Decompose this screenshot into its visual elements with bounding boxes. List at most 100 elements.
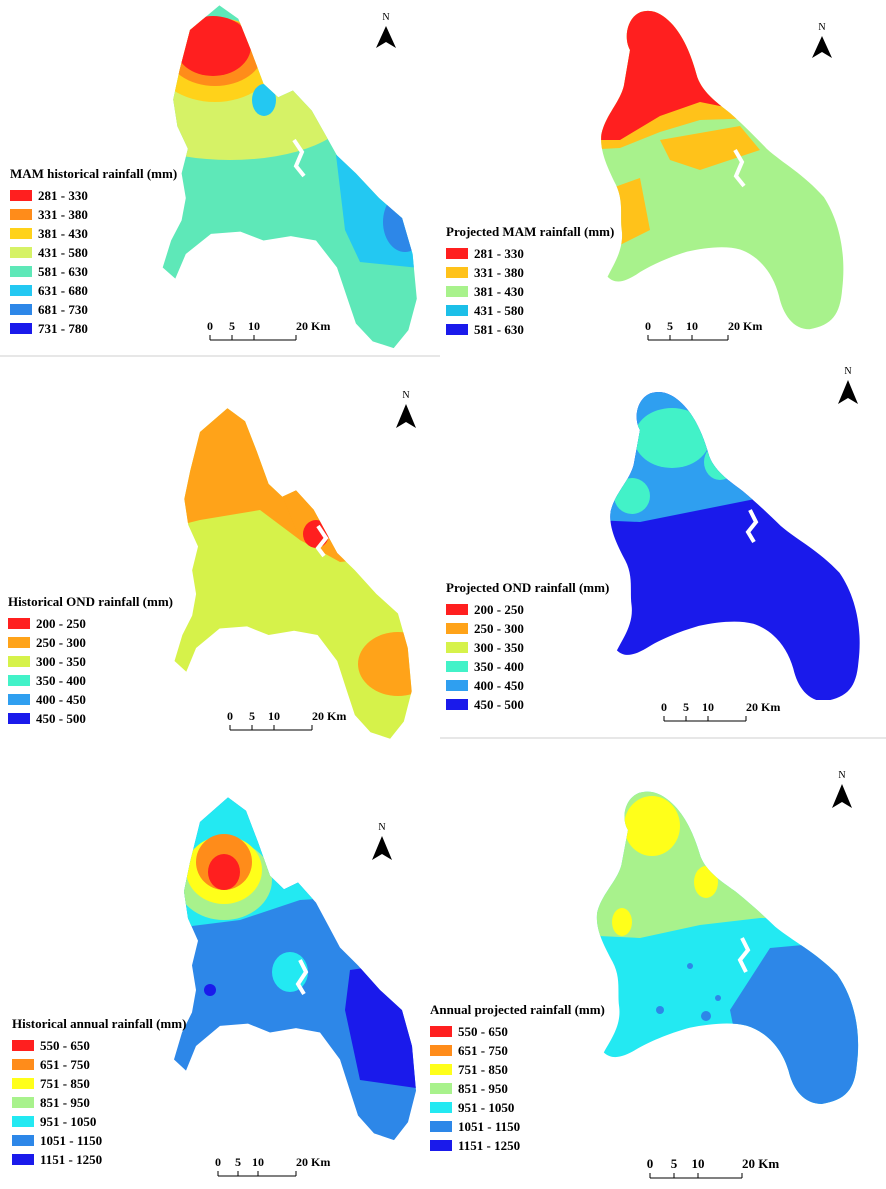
scale-label: 5 bbox=[249, 709, 255, 723]
north-label: N bbox=[378, 822, 385, 833]
legend-item: 1051 - 1150 bbox=[430, 1117, 605, 1136]
legend-label: 400 - 450 bbox=[474, 677, 524, 693]
legend-item: 431 - 580 bbox=[446, 301, 614, 320]
legend-label: 951 - 1050 bbox=[40, 1113, 97, 1129]
scale-label: 5 bbox=[229, 319, 235, 333]
legend-label: 250 - 300 bbox=[474, 620, 524, 636]
legend-title: Historical annual rainfall (mm) bbox=[12, 1016, 187, 1031]
legend-label: 1151 - 1250 bbox=[40, 1151, 103, 1167]
legend-item: 851 - 950 bbox=[430, 1079, 605, 1098]
legend-mam-projected: Projected MAM rainfall (mm) 281 - 330 331 … bbox=[446, 224, 614, 339]
legend-label: 331 - 380 bbox=[38, 206, 88, 222]
legend-label: 450 - 500 bbox=[474, 696, 524, 712]
legend-swatch bbox=[430, 1140, 452, 1151]
legend-label: 550 - 650 bbox=[458, 1023, 508, 1039]
legend-item: 581 - 630 bbox=[10, 262, 177, 281]
north-label: N bbox=[382, 12, 389, 23]
legend-item: 550 - 650 bbox=[430, 1022, 605, 1041]
legend-item: 200 - 250 bbox=[8, 614, 173, 633]
north-arrow-icon: N bbox=[372, 822, 392, 860]
legend-item: 331 - 380 bbox=[446, 263, 614, 282]
legend-label: 1151 - 1250 bbox=[458, 1137, 521, 1153]
legend-label: 200 - 250 bbox=[36, 615, 86, 631]
scale-label: 20 Km bbox=[312, 709, 346, 723]
legend-label: 651 - 750 bbox=[40, 1056, 90, 1072]
legend-swatch bbox=[446, 699, 468, 710]
legend-label: 331 - 380 bbox=[474, 264, 524, 280]
legend-swatch bbox=[446, 324, 468, 335]
legend-item: 381 - 430 bbox=[446, 282, 614, 301]
legend-mam-historical: MAM historical rainfall (mm) 281 - 330 331… bbox=[10, 166, 177, 338]
legend-label: 250 - 300 bbox=[36, 634, 86, 650]
legend-item: 651 - 750 bbox=[430, 1041, 605, 1060]
north-label: N bbox=[844, 366, 851, 377]
legend-label: 431 - 580 bbox=[38, 244, 88, 260]
legend-swatch bbox=[12, 1078, 34, 1089]
north-arrow-icon: N bbox=[812, 22, 832, 58]
legend-label: 381 - 430 bbox=[38, 225, 88, 241]
legend-item: 331 - 380 bbox=[10, 205, 177, 224]
scale-bar: 0 5 10 20 Km bbox=[227, 709, 346, 731]
legend-item: 300 - 350 bbox=[8, 652, 173, 671]
scale-label: 0 bbox=[207, 319, 213, 333]
legend-label: 631 - 680 bbox=[38, 282, 88, 298]
legend-swatch bbox=[10, 304, 32, 315]
scale-label: 20 Km bbox=[742, 1156, 779, 1171]
legend-item: 1051 - 1150 bbox=[12, 1131, 186, 1150]
legend-swatch bbox=[10, 247, 32, 258]
legend-item: 631 - 680 bbox=[10, 281, 177, 300]
legend-label: 581 - 630 bbox=[38, 263, 88, 279]
legend-swatch bbox=[10, 285, 32, 296]
legend-item: 381 - 430 bbox=[10, 224, 177, 243]
legend-item: 681 - 730 bbox=[10, 300, 177, 319]
legend-label: 300 - 350 bbox=[36, 653, 86, 669]
legend-label: 651 - 750 bbox=[458, 1042, 508, 1058]
legend-label: 281 - 330 bbox=[38, 187, 88, 203]
legend-swatch bbox=[8, 675, 30, 686]
legend-swatch bbox=[12, 1040, 34, 1051]
legend-item: 450 - 500 bbox=[446, 695, 609, 714]
legend-swatch bbox=[12, 1059, 34, 1070]
legend-item: 281 - 330 bbox=[10, 186, 177, 205]
north-arrow-icon: N bbox=[376, 12, 396, 48]
legend-swatch bbox=[10, 228, 32, 239]
scale-label: 10 bbox=[686, 319, 698, 333]
legend-item: 350 - 400 bbox=[446, 657, 609, 676]
legend-item: 300 - 350 bbox=[446, 638, 609, 657]
legend-swatch bbox=[430, 1102, 452, 1113]
legend-label: 200 - 250 bbox=[474, 601, 524, 617]
legend-item: 751 - 850 bbox=[12, 1074, 186, 1093]
legend-swatch bbox=[12, 1097, 34, 1108]
scale-label: 0 bbox=[661, 700, 667, 714]
legend-title: Historical OND rainfall (mm) bbox=[8, 594, 173, 609]
legend-label: 951 - 1050 bbox=[458, 1099, 515, 1115]
scale-label: 10 bbox=[702, 700, 714, 714]
scale-label: 5 bbox=[667, 319, 673, 333]
scale-label: 0 bbox=[647, 1156, 654, 1171]
scale-label: 10 bbox=[692, 1156, 705, 1171]
legend-label: 851 - 950 bbox=[40, 1094, 90, 1110]
legend-label: 731 - 780 bbox=[38, 320, 88, 336]
legend-annual-historical: Historical annual rainfall (mm) 550 - 650… bbox=[12, 1016, 186, 1169]
scale-label: 20 Km bbox=[728, 319, 762, 333]
scale-label: 10 bbox=[268, 709, 280, 723]
legend-swatch bbox=[10, 209, 32, 220]
legend-label: 751 - 850 bbox=[40, 1075, 90, 1091]
scale-label: 10 bbox=[252, 1155, 264, 1169]
legend-label: 281 - 330 bbox=[474, 245, 524, 261]
scale-label: 20 Km bbox=[296, 1155, 330, 1169]
legend-swatch bbox=[446, 661, 468, 672]
north-label: N bbox=[402, 390, 409, 401]
legend-item: 200 - 250 bbox=[446, 600, 609, 619]
legend-label: 681 - 730 bbox=[38, 301, 88, 317]
legend-item: 1151 - 1250 bbox=[12, 1150, 186, 1169]
legend-swatch bbox=[446, 623, 468, 634]
scale-label: 0 bbox=[227, 709, 233, 723]
legend-ond-historical: Historical OND rainfall (mm) 200 - 250 250… bbox=[8, 594, 173, 728]
map-annual-projected bbox=[596, 791, 859, 1104]
north-arrow-icon: N bbox=[838, 366, 858, 404]
legend-item: 550 - 650 bbox=[12, 1036, 186, 1055]
legend-label: 350 - 400 bbox=[36, 672, 86, 688]
legend-item: 751 - 850 bbox=[430, 1060, 605, 1079]
north-arrow-icon: N bbox=[832, 770, 852, 808]
